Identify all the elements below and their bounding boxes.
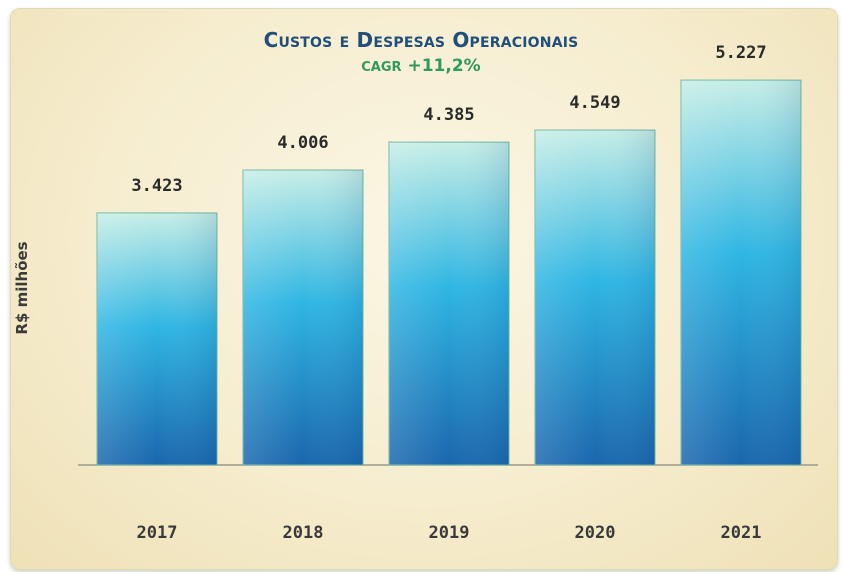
bar-shine-2018 xyxy=(243,170,363,465)
bar-shine-2020 xyxy=(535,130,655,465)
value-label-2021: 5.227 xyxy=(715,43,766,63)
cagr-label: CAGR xyxy=(361,60,402,75)
cagr-value: +11,2% xyxy=(407,56,481,76)
value-label-2017: 3.423 xyxy=(131,176,182,196)
chart-title: Custos e Despesas Operacionais xyxy=(263,28,579,52)
x-tick-label-2018: 2018 xyxy=(283,523,324,543)
x-tick-label-2021: 2021 xyxy=(721,523,762,543)
x-tick-label-2020: 2020 xyxy=(575,523,616,543)
x-tick-label-2017: 2017 xyxy=(137,523,178,543)
value-label-2018: 4.006 xyxy=(277,133,328,153)
bar-shine-2017 xyxy=(97,212,217,465)
bar-shine-2021 xyxy=(681,80,801,466)
value-label-2020: 4.549 xyxy=(569,93,620,113)
value-label-2019: 4.385 xyxy=(423,105,474,125)
chart-subtitle: CAGR +11,2% xyxy=(0,56,842,76)
chart-header: Custos e Despesas Operacionais CAGR +11,… xyxy=(0,28,842,76)
bar-shine-2019 xyxy=(389,142,509,465)
x-tick-label-2019: 2019 xyxy=(429,523,470,543)
bars-group: 3.423 2017 4.006 2018 4.385 2019 4.549 2020 5.22… xyxy=(96,43,802,543)
